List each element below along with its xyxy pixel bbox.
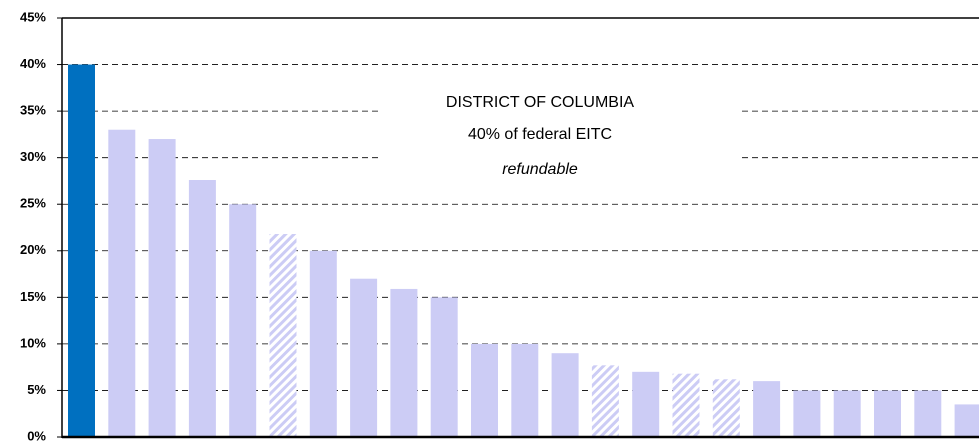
- bar: [350, 278, 378, 437]
- bar: [914, 390, 942, 437]
- bar: [833, 390, 861, 437]
- y-tick-label: 45%: [20, 9, 46, 24]
- bar: [269, 234, 297, 437]
- bar: [874, 390, 901, 437]
- bar: [188, 180, 216, 437]
- bar: [753, 381, 781, 437]
- y-tick-label: 0%: [27, 428, 46, 443]
- bar: [108, 129, 136, 437]
- annotation: refundable: [502, 161, 578, 178]
- y-tick-label: 35%: [20, 103, 46, 118]
- bar: [793, 390, 821, 437]
- bar: [309, 250, 337, 437]
- annotation-box: [380, 84, 738, 192]
- bar: [591, 365, 619, 437]
- bar: [632, 371, 660, 437]
- bar: [148, 139, 176, 438]
- y-tick-label: 30%: [20, 149, 46, 164]
- bar: [672, 373, 700, 437]
- bar: [511, 343, 539, 437]
- annotation: 40% of federal EITC: [468, 126, 612, 143]
- y-tick-label: 40%: [20, 56, 46, 71]
- bar: [471, 343, 498, 437]
- y-tick-label: 25%: [20, 196, 46, 211]
- bar: [390, 288, 418, 437]
- bar: [68, 64, 95, 438]
- y-tick-label: 5%: [27, 382, 46, 397]
- bar: [551, 353, 579, 437]
- y-tick-label: 15%: [20, 289, 46, 304]
- bar: [712, 379, 740, 437]
- annotation: DISTRICT OF COLUMBIA: [446, 94, 634, 111]
- bar: [229, 204, 257, 437]
- y-tick-label: 10%: [20, 335, 46, 350]
- bar: [954, 404, 979, 437]
- bar: [430, 297, 458, 437]
- y-tick-label: 20%: [20, 242, 46, 257]
